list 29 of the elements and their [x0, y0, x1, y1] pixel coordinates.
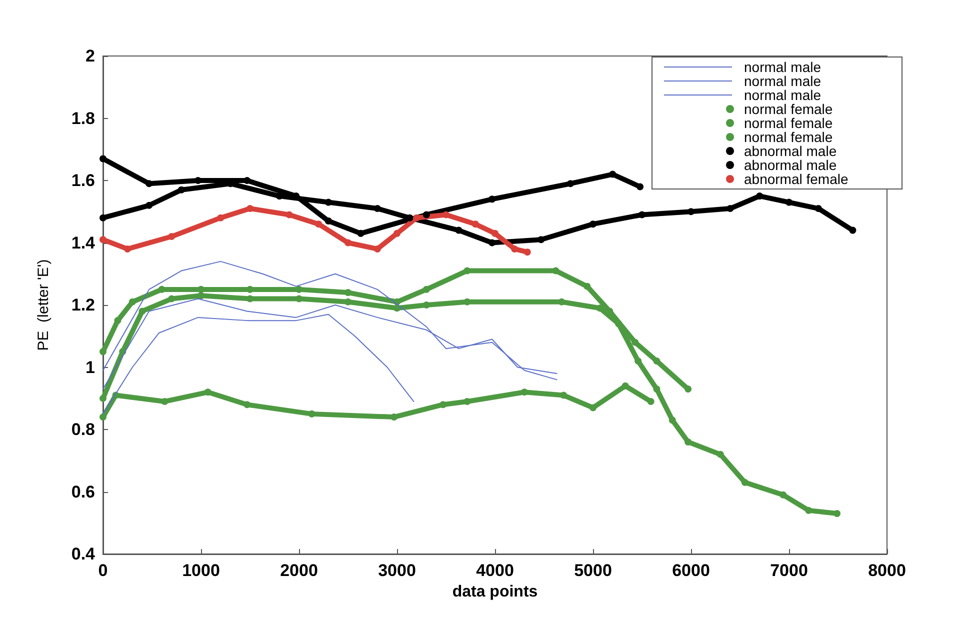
legend-label: normal male — [744, 73, 822, 89]
y-tick-label: 0.8 — [71, 420, 95, 439]
legend-label: abnormal male — [744, 157, 837, 173]
legend-label: normal female — [744, 115, 833, 131]
legend-label: normal female — [744, 129, 833, 145]
legend-label: normal female — [744, 101, 833, 117]
y-axis-title: PE (letter 'E') — [35, 259, 52, 351]
x-tick-label: 4000 — [476, 561, 514, 580]
y-tick-label: 0.6 — [71, 482, 95, 502]
legend-label: normal male — [744, 59, 822, 75]
x-tick-label: 3000 — [378, 561, 416, 580]
x-axis-title: data points — [452, 583, 538, 600]
y-tick-label: 1.4 — [71, 233, 96, 252]
x-tick-label: 0 — [98, 561, 108, 580]
x-tick-label: 7000 — [770, 561, 808, 580]
y-tick-label: 1 — [86, 358, 95, 377]
y-tick-label: 1.6 — [71, 171, 95, 190]
x-tick-label: 2000 — [280, 561, 318, 580]
y-tick-label: 1.8 — [71, 108, 95, 128]
x-tick-label: 6000 — [672, 561, 710, 580]
y-tick-label: 2 — [86, 46, 95, 66]
y-tick-label: 0.4 — [71, 544, 96, 564]
x-tick-label: 1000 — [182, 561, 220, 580]
y-tick-label: 1.2 — [71, 296, 95, 314]
legend-label: normal male — [744, 87, 822, 103]
x-tick-label: 5000 — [574, 561, 612, 580]
legend-label: abnormal male — [744, 143, 837, 159]
legend-label: abnormal female — [744, 171, 848, 187]
x-tick-label: 8000 — [868, 561, 906, 580]
